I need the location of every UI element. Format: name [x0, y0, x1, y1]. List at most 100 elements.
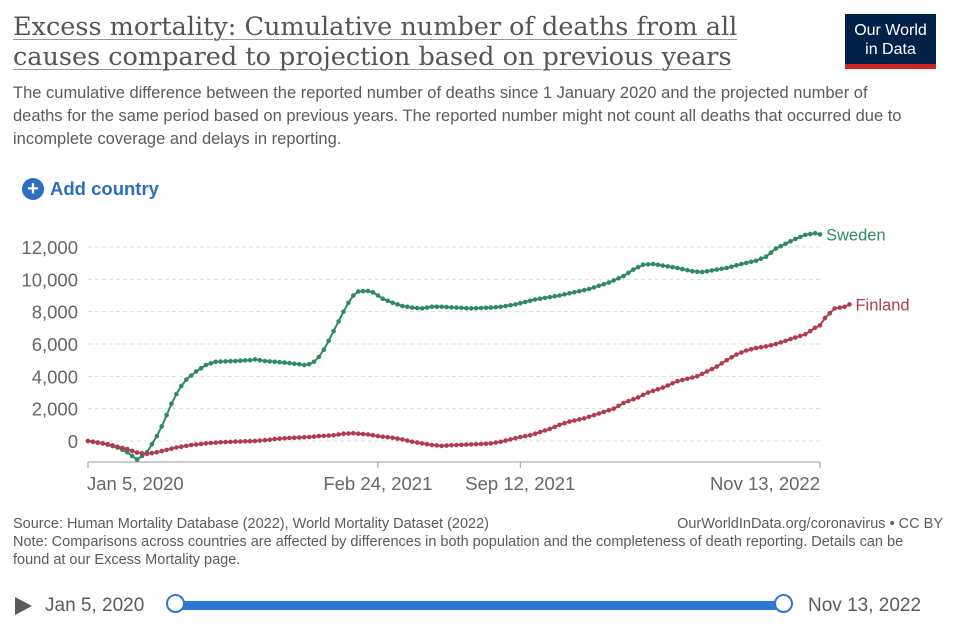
- data-point: [395, 302, 400, 307]
- data-point: [847, 302, 852, 307]
- data-point: [405, 438, 410, 443]
- data-point: [631, 267, 636, 272]
- data-point: [626, 398, 631, 404]
- data-point: [626, 270, 631, 276]
- x-tick-label: Nov 13, 2022: [710, 473, 820, 494]
- data-point: [439, 304, 445, 310]
- timeline-track[interactable]: [176, 601, 784, 610]
- data-point: [439, 443, 445, 449]
- data-point: [640, 392, 646, 398]
- data-point: [577, 288, 582, 294]
- series-sweden[interactable]: Sweden: [85, 226, 886, 462]
- data-point: [341, 309, 346, 315]
- data-point: [179, 444, 184, 450]
- data-point: [660, 385, 666, 390]
- data-point: [179, 383, 184, 389]
- data-point: [739, 261, 744, 267]
- data-point: [748, 347, 754, 352]
- data-point: [753, 258, 759, 264]
- line-chart[interactable]: 0 2,000 4,000 6,000 8,000 10,000 12,000 Jan 5,…: [0, 0, 960, 500]
- data-point: [129, 453, 135, 459]
- data-point: [493, 304, 499, 310]
- data-point: [331, 328, 336, 334]
- data-point: [365, 288, 371, 294]
- data-point: [768, 250, 774, 255]
- data-point: [459, 305, 464, 311]
- data-point: [788, 239, 793, 244]
- data-point: [518, 434, 523, 440]
- data-point: [125, 446, 130, 452]
- data-point: [572, 418, 577, 423]
- series-finland[interactable]: Finland: [85, 296, 910, 457]
- owid-logo[interactable]: Our World in Data: [845, 14, 936, 69]
- data-point: [793, 236, 798, 242]
- data-point: [483, 441, 489, 447]
- data-point: [326, 433, 332, 438]
- add-country-label: Add country: [50, 178, 159, 199]
- data-point: [134, 450, 140, 455]
- data-point: [129, 448, 135, 454]
- data-point: [783, 338, 788, 344]
- data-point: [429, 304, 435, 310]
- timeline-end-handle[interactable]: [774, 594, 793, 613]
- data-point: [645, 262, 651, 267]
- data-point: [675, 265, 680, 271]
- data-point: [360, 431, 366, 437]
- play-icon[interactable]: [15, 597, 32, 615]
- data-point: [238, 358, 243, 364]
- data-point: [380, 434, 386, 440]
- data-point: [621, 400, 626, 406]
- data-point: [134, 457, 140, 462]
- logo-line-1: Our World: [854, 22, 927, 39]
- data-point: [257, 357, 263, 363]
- y-tick-label: 8,000: [32, 302, 78, 323]
- data-point: [837, 305, 842, 310]
- data-point: [803, 332, 808, 337]
- data-point: [257, 438, 263, 443]
- data-point: [748, 259, 754, 265]
- data-point: [670, 264, 675, 270]
- data-point: [459, 442, 464, 448]
- data-point: [434, 443, 440, 448]
- data-point: [360, 288, 366, 294]
- data-point: [675, 378, 680, 384]
- add-country-button[interactable]: + Add country: [22, 178, 159, 200]
- data-point: [277, 359, 282, 365]
- data-point: [272, 359, 278, 365]
- data-point: [685, 376, 690, 382]
- data-point: [699, 269, 705, 275]
- data-point: [483, 305, 489, 311]
- data-point: [665, 383, 670, 388]
- data-point: [542, 428, 548, 433]
- data-point: [724, 265, 729, 271]
- data-point: [690, 269, 695, 274]
- data-point: [154, 433, 160, 439]
- data-point: [660, 263, 666, 268]
- data-point: [419, 441, 425, 446]
- data-point: [159, 424, 164, 429]
- data-point: [213, 359, 218, 365]
- data-point: [444, 304, 449, 310]
- logo-line-2: in Data: [865, 41, 916, 58]
- data-point: [301, 362, 307, 368]
- data-point: [252, 357, 258, 362]
- data-point: [316, 354, 322, 360]
- data-point: [292, 435, 297, 441]
- data-point: [807, 231, 813, 237]
- data-point: [812, 231, 818, 236]
- data-point: [635, 264, 641, 270]
- data-point: [473, 305, 479, 311]
- owid-link[interactable]: OurWorldInData.org/coronavirus • CC BY: [677, 516, 943, 532]
- data-point: [581, 416, 587, 421]
- timeline-start-handle[interactable]: [166, 594, 185, 613]
- data-point: [532, 431, 538, 437]
- data-point: [365, 432, 371, 437]
- data-point: [601, 281, 607, 287]
- data-point: [351, 430, 356, 436]
- data-point: [169, 446, 174, 452]
- data-point: [734, 263, 739, 268]
- timeline-end-label: Nov 13, 2022: [808, 595, 922, 616]
- data-point: [434, 304, 440, 310]
- data-point: [719, 361, 724, 366]
- data-point: [817, 232, 823, 237]
